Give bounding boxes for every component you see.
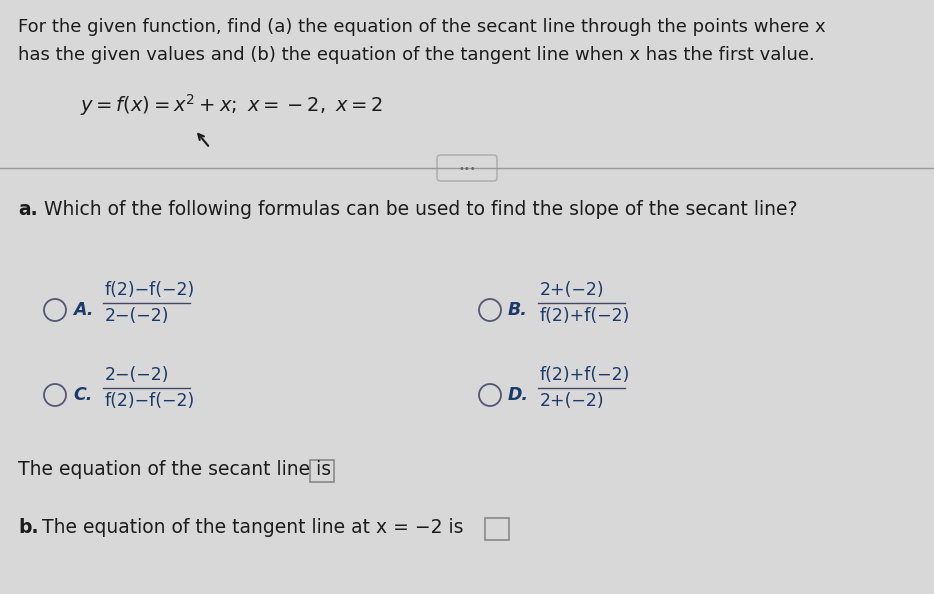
Text: C.: C. bbox=[73, 386, 92, 404]
FancyBboxPatch shape bbox=[310, 460, 334, 482]
Text: b.: b. bbox=[18, 518, 38, 537]
Text: f(2)−f(−2): f(2)−f(−2) bbox=[105, 392, 195, 410]
Circle shape bbox=[479, 384, 501, 406]
Text: A.: A. bbox=[73, 301, 93, 319]
Text: The equation of the secant line is: The equation of the secant line is bbox=[18, 460, 332, 479]
Text: f(2)−f(−2): f(2)−f(−2) bbox=[105, 281, 195, 299]
Text: The equation of the tangent line at x = −2 is: The equation of the tangent line at x = … bbox=[36, 518, 463, 537]
Text: B.: B. bbox=[508, 301, 528, 319]
Text: 2−(−2): 2−(−2) bbox=[105, 366, 169, 384]
Text: D.: D. bbox=[508, 386, 529, 404]
Text: $y = f(x) = x^2 + x;\ x = -2,\ x = 2$: $y = f(x) = x^2 + x;\ x = -2,\ x = 2$ bbox=[80, 92, 383, 118]
Text: a.: a. bbox=[18, 200, 37, 219]
Text: 2−(−2): 2−(−2) bbox=[105, 307, 169, 325]
Circle shape bbox=[44, 384, 66, 406]
Text: f(2)+f(−2): f(2)+f(−2) bbox=[540, 366, 630, 384]
Circle shape bbox=[44, 299, 66, 321]
Text: Which of the following formulas can be used to find the slope of the secant line: Which of the following formulas can be u… bbox=[38, 200, 798, 219]
Text: has the given values and (b) the equation of the tangent line when x has the fir: has the given values and (b) the equatio… bbox=[18, 46, 814, 64]
Circle shape bbox=[479, 299, 501, 321]
Text: f(2)+f(−2): f(2)+f(−2) bbox=[540, 307, 630, 325]
Text: For the given function, find (a) the equation of the secant line through the poi: For the given function, find (a) the equ… bbox=[18, 18, 826, 36]
Text: •••: ••• bbox=[459, 164, 475, 174]
Text: 2+(−2): 2+(−2) bbox=[540, 281, 604, 299]
FancyBboxPatch shape bbox=[437, 155, 497, 181]
FancyBboxPatch shape bbox=[485, 518, 509, 540]
Text: 2+(−2): 2+(−2) bbox=[540, 392, 604, 410]
